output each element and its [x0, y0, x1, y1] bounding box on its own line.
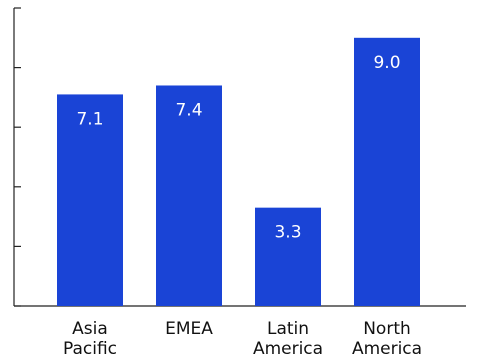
- category-label-line: Asia: [72, 319, 108, 339]
- bar-value-label: 7.1: [76, 109, 103, 129]
- category-label-line: EMEA: [165, 319, 213, 339]
- chart-bars: [57, 37, 420, 307]
- category-label: North America: [352, 319, 422, 359]
- category-label: Asia Pacific: [63, 319, 117, 359]
- chart-data-labels: 7.1 7.4 3.3 9.0: [76, 53, 400, 243]
- category-label-line: America: [253, 339, 323, 359]
- category-label-line: Latin: [267, 319, 309, 339]
- bar-value-label: 3.3: [274, 223, 301, 243]
- bar: [255, 207, 321, 306]
- category-label-line: Pacific: [63, 339, 117, 359]
- bar: [57, 94, 123, 306]
- category-label: Latin America: [253, 319, 323, 359]
- bar: [156, 85, 222, 306]
- category-label: EMEA: [165, 319, 213, 339]
- bar-value-label: 7.4: [175, 100, 202, 120]
- bar: [354, 37, 420, 307]
- bar-value-label: 9.0: [373, 53, 400, 73]
- category-label-line: America: [352, 339, 422, 359]
- category-label-line: North: [363, 319, 411, 339]
